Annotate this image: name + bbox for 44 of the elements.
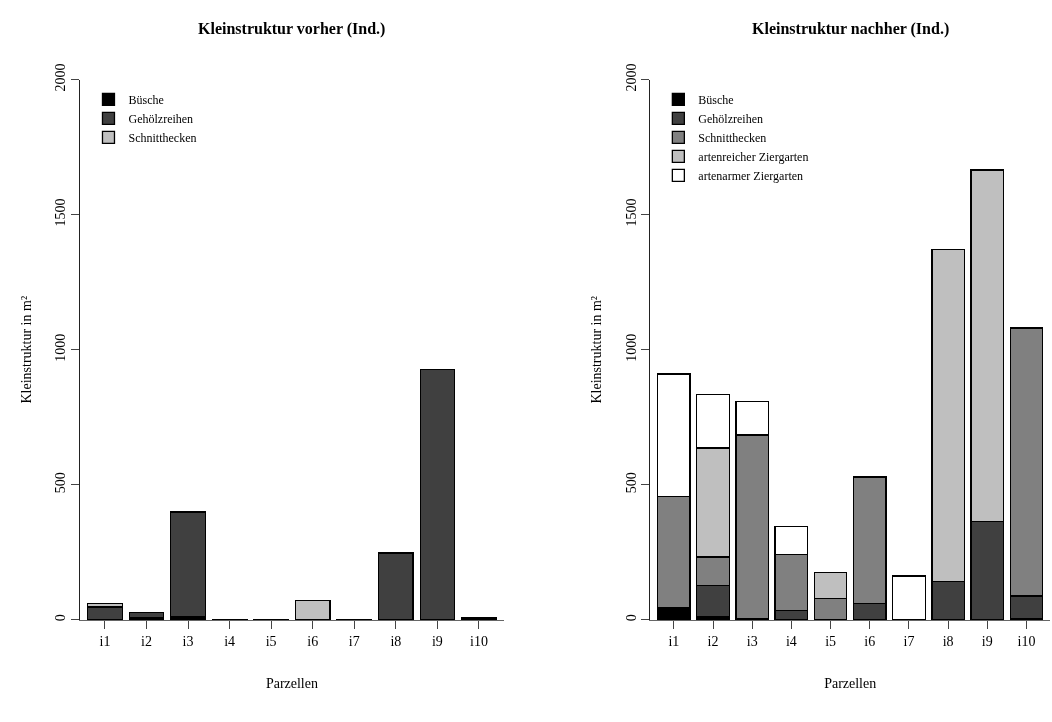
chart-title: Kleinstruktur nachher (Ind.) xyxy=(752,20,950,38)
legend-label: artenreicher Ziergarten xyxy=(698,150,809,165)
y-tick-label: 1500 xyxy=(623,198,639,227)
x-tick-label: i9 xyxy=(981,633,993,649)
legend-label: Schnitthecken xyxy=(128,131,197,146)
x-tick-label: i8 xyxy=(390,633,402,649)
x-tick-label: i9 xyxy=(431,633,443,649)
x-tick-label: i7 xyxy=(903,633,915,649)
x-tick-label: i2 xyxy=(707,633,719,649)
y-tick-label: 2000 xyxy=(623,63,639,92)
legend-label: artenarmer Ziergarten xyxy=(698,169,804,184)
x-tick-label: i6 xyxy=(307,633,319,649)
x-tick-label: i5 xyxy=(265,633,277,649)
legend-label: Büsche xyxy=(128,93,164,108)
legend-label: Büsche xyxy=(698,93,734,108)
y-tick-label: 0 xyxy=(623,614,639,622)
x-tick-label: i5 xyxy=(825,633,837,649)
y-tick-label: 1000 xyxy=(53,333,69,362)
y-tick-label: 0 xyxy=(53,614,69,622)
x-tick-label: i3 xyxy=(182,633,194,649)
x-tick-label: i4 xyxy=(785,633,797,649)
x-tick-label: i3 xyxy=(746,633,758,649)
x-tick-label: i10 xyxy=(470,633,488,649)
x-tick-label: i1 xyxy=(668,633,680,649)
x-tick-label: i8 xyxy=(942,633,954,649)
x-tick-label: i10 xyxy=(1017,633,1036,649)
x-tick-label: i2 xyxy=(141,633,152,649)
legend-label: Schnitthecken xyxy=(698,131,767,146)
y-tick-label: 2000 xyxy=(53,63,69,92)
y-axis-title: Kleinstruktur in m² xyxy=(589,295,605,404)
y-axis-title: Kleinstruktur in m² xyxy=(19,295,34,404)
y-tick-label: 1000 xyxy=(623,333,639,362)
y-tick-label: 500 xyxy=(623,472,639,494)
x-tick-label: i7 xyxy=(348,633,360,649)
legend-label: Gehölzreihen xyxy=(698,112,763,127)
x-axis-title: Parzellen xyxy=(824,676,877,692)
legend-label: Gehölzreihen xyxy=(128,112,194,127)
y-tick-label: 500 xyxy=(53,472,69,494)
x-axis-title: Parzellen xyxy=(265,676,318,692)
chart-title: Kleinstruktur vorher (Ind.) xyxy=(198,20,386,38)
y-tick-label: 1500 xyxy=(53,198,69,227)
x-tick-label: i1 xyxy=(99,633,111,649)
x-tick-label: i4 xyxy=(224,633,236,649)
x-tick-label: i6 xyxy=(864,633,876,649)
